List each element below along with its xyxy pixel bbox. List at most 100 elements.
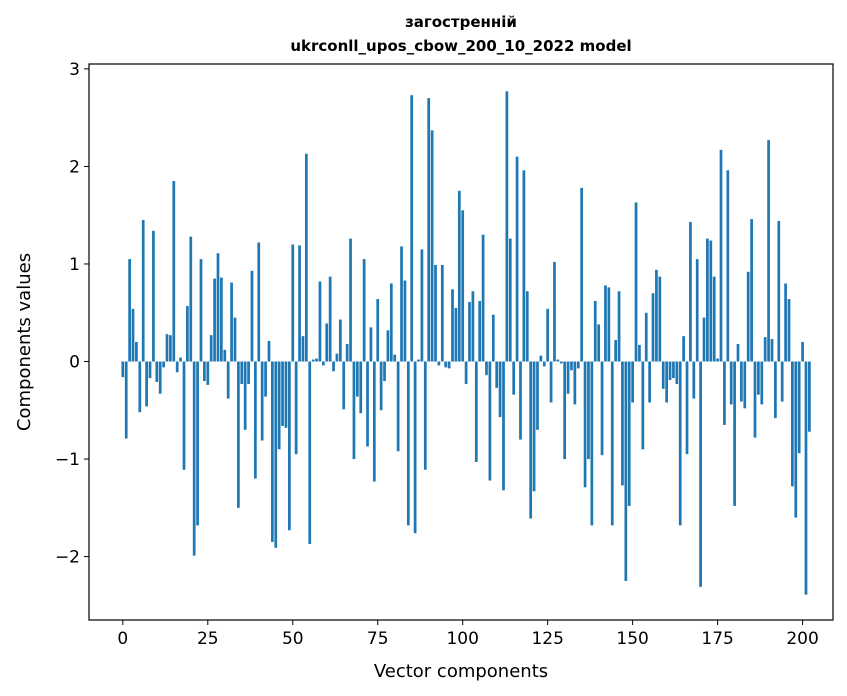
bar-149 [627, 361, 631, 506]
bar-130 [563, 361, 567, 460]
bar-144 [610, 361, 614, 526]
bar-152 [638, 344, 641, 362]
bar-165 [682, 336, 685, 362]
bar-148 [624, 361, 628, 581]
bar-123 [539, 355, 543, 362]
bar-139 [593, 301, 597, 362]
chart-title-line1: загостренній [405, 13, 517, 31]
bar-115 [512, 361, 516, 395]
bar-76 [379, 361, 383, 411]
bar-140 [597, 324, 601, 362]
bar-109 [491, 314, 495, 362]
bar-128 [556, 359, 560, 362]
bar-15 [172, 181, 176, 362]
bar-28 [216, 253, 220, 362]
bar-86 [413, 361, 417, 534]
bar-80 [393, 354, 397, 362]
bar-54 [304, 153, 308, 362]
bar-51 [294, 361, 298, 455]
bar-202 [808, 361, 811, 432]
bar-176 [719, 149, 723, 362]
bar-129 [559, 361, 563, 364]
bar-161 [668, 361, 672, 381]
bar-6 [141, 220, 145, 362]
bar-119 [525, 291, 529, 362]
bar-103 [471, 291, 475, 362]
bar-189 [763, 337, 767, 362]
bar-0 [121, 361, 125, 378]
bar-163 [675, 361, 679, 384]
bar-24 [203, 361, 206, 382]
bar-170 [699, 361, 702, 587]
bar-34 [237, 361, 240, 508]
bar-39 [254, 361, 257, 479]
bar-96 [447, 361, 451, 369]
bar-196 [787, 299, 791, 362]
bar-5 [138, 361, 142, 413]
bar-156 [651, 293, 655, 362]
bar-42 [264, 361, 267, 397]
bar-83 [403, 280, 407, 362]
bar-87 [417, 359, 420, 362]
bar-93 [437, 361, 441, 366]
bar-105 [478, 301, 482, 362]
bar-121 [532, 361, 536, 492]
bar-44 [271, 361, 274, 542]
x-tick-label-7: 175 [701, 629, 733, 649]
bar-1 [124, 361, 128, 439]
bar-89 [423, 361, 427, 470]
bar-135 [580, 187, 584, 362]
bar-33 [233, 317, 237, 362]
bar-73 [369, 327, 373, 362]
bar-57 [315, 358, 318, 362]
bar-25 [206, 361, 210, 385]
bar-197 [791, 361, 794, 487]
bar-14 [169, 335, 172, 362]
bar-159 [661, 361, 665, 389]
y-tick-label-2: 0 [69, 353, 80, 373]
bar-194 [780, 361, 784, 402]
bar-85 [410, 95, 414, 362]
bar-71 [362, 259, 366, 362]
bar-192 [774, 361, 777, 419]
x-tick-label-0: 0 [117, 629, 128, 649]
bar-60 [325, 323, 329, 362]
bar-8 [148, 361, 152, 379]
bar-126 [549, 361, 553, 403]
bar-187 [757, 361, 760, 395]
bars-group [121, 91, 811, 595]
y-tick-label-1: −1 [55, 450, 80, 470]
bar-110 [495, 361, 499, 388]
bar-141 [600, 361, 604, 456]
bar-195 [784, 283, 787, 362]
bar-46 [277, 361, 281, 450]
bar-147 [621, 361, 624, 486]
bar-190 [767, 140, 770, 362]
chart-title-line2: ukrconll_upos_cbow_200_10_2022 model [290, 37, 631, 55]
bar-131 [566, 361, 570, 394]
bar-20 [189, 236, 193, 362]
bar-63 [335, 353, 339, 362]
bar-142 [604, 285, 607, 362]
bar-125 [546, 308, 550, 362]
bar-9 [152, 230, 155, 362]
bar-114 [508, 238, 512, 362]
y-tick-label-3: 1 [69, 255, 80, 275]
y-axis-label: Components values [14, 253, 35, 431]
bar-102 [468, 302, 471, 362]
bar-155 [648, 361, 651, 403]
bar-154 [644, 312, 648, 362]
bar-64 [338, 319, 342, 362]
bar-183 [743, 361, 747, 409]
x-tick-label-5: 125 [531, 629, 563, 649]
bar-74 [372, 361, 376, 482]
bar-169 [695, 259, 699, 362]
bar-3 [131, 308, 135, 362]
bar-65 [342, 361, 346, 410]
bar-17 [179, 357, 182, 362]
x-axis-ticks: 0 25 50 75 100 125 150 175 200 [117, 620, 819, 649]
y-tick-label-0: −2 [55, 548, 80, 568]
bar-19 [186, 305, 189, 362]
